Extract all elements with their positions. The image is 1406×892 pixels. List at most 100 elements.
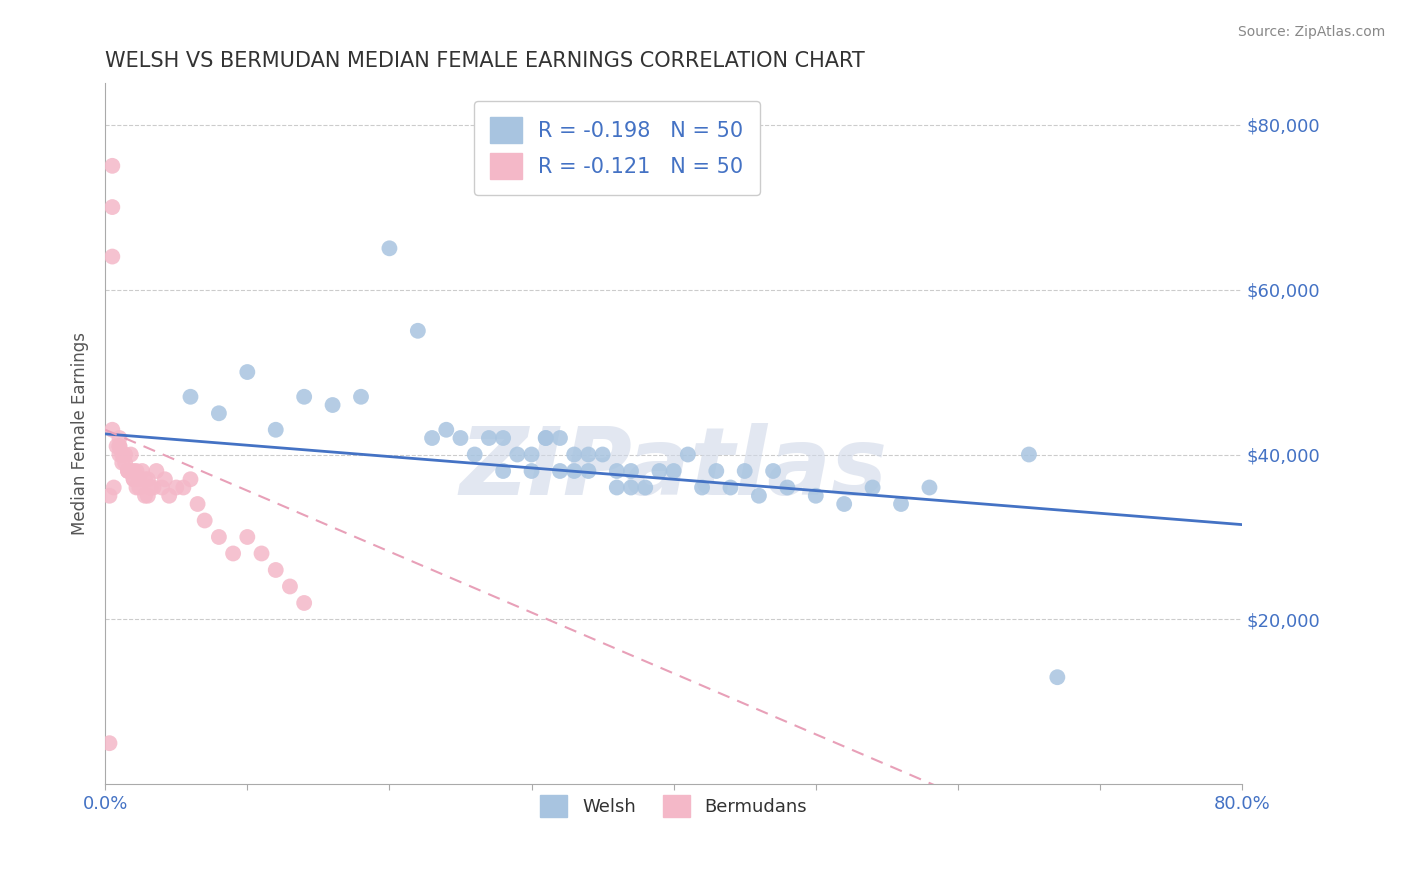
Point	[562, 448, 585, 462]
Point	[103, 481, 125, 495]
Text: WELSH VS BERMUDAN MEDIAN FEMALE EARNINGS CORRELATION CHART: WELSH VS BERMUDAN MEDIAN FEMALE EARNINGS…	[105, 51, 865, 70]
Point	[114, 448, 136, 462]
Point	[172, 481, 194, 495]
Point	[150, 481, 173, 495]
Point	[890, 497, 912, 511]
Point	[98, 489, 121, 503]
Point	[131, 464, 153, 478]
Text: ZIPatlas: ZIPatlas	[460, 423, 887, 515]
Point	[406, 324, 429, 338]
Point	[128, 481, 150, 495]
Point	[592, 448, 614, 462]
Point	[236, 365, 259, 379]
Point	[134, 489, 156, 503]
Point	[101, 250, 124, 264]
Point	[111, 448, 134, 462]
Point	[101, 423, 124, 437]
Point	[236, 530, 259, 544]
Point	[534, 431, 557, 445]
Point	[98, 736, 121, 750]
Point	[157, 489, 180, 503]
Point	[832, 497, 855, 511]
Point	[250, 546, 273, 560]
Point	[292, 390, 315, 404]
Legend: Welsh, Bermudans: Welsh, Bermudans	[533, 788, 814, 824]
Point	[125, 464, 148, 478]
Point	[120, 448, 142, 462]
Point	[734, 464, 756, 478]
Point	[142, 481, 165, 495]
Point	[662, 464, 685, 478]
Point	[145, 464, 167, 478]
Point	[122, 472, 145, 486]
Point	[117, 464, 139, 478]
Point	[125, 481, 148, 495]
Point	[136, 472, 159, 486]
Point	[748, 489, 770, 503]
Point	[506, 448, 529, 462]
Point	[179, 472, 201, 486]
Point	[222, 546, 245, 560]
Point	[634, 481, 657, 495]
Point	[1018, 448, 1040, 462]
Point	[139, 481, 162, 495]
Point	[111, 456, 134, 470]
Point	[648, 464, 671, 478]
Point	[122, 464, 145, 478]
Point	[187, 497, 209, 511]
Point	[576, 448, 599, 462]
Point	[620, 464, 643, 478]
Point	[690, 481, 713, 495]
Point	[862, 481, 884, 495]
Point	[108, 439, 131, 453]
Point	[562, 464, 585, 478]
Point	[676, 448, 699, 462]
Point	[620, 481, 643, 495]
Y-axis label: Median Female Earnings: Median Female Earnings	[72, 333, 89, 535]
Point	[120, 464, 142, 478]
Point	[208, 406, 231, 420]
Point	[122, 472, 145, 486]
Point	[464, 448, 486, 462]
Point	[1046, 670, 1069, 684]
Point	[101, 200, 124, 214]
Point	[720, 481, 742, 495]
Point	[434, 423, 457, 437]
Point	[101, 159, 124, 173]
Point	[420, 431, 443, 445]
Point	[264, 423, 287, 437]
Point	[105, 439, 128, 453]
Point	[776, 481, 799, 495]
Point	[606, 464, 628, 478]
Point	[165, 481, 187, 495]
Point	[918, 481, 941, 495]
Point	[114, 456, 136, 470]
Point	[548, 464, 571, 478]
Point	[208, 530, 231, 544]
Point	[108, 448, 131, 462]
Point	[762, 464, 785, 478]
Point	[108, 439, 131, 453]
Point	[450, 431, 472, 445]
Text: Source: ZipAtlas.com: Source: ZipAtlas.com	[1237, 25, 1385, 39]
Point	[548, 431, 571, 445]
Point	[704, 464, 727, 478]
Point	[264, 563, 287, 577]
Point	[534, 431, 557, 445]
Point	[278, 579, 301, 593]
Point	[492, 431, 515, 445]
Point	[136, 489, 159, 503]
Point	[322, 398, 344, 412]
Point	[576, 464, 599, 478]
Point	[128, 472, 150, 486]
Point	[153, 472, 176, 486]
Point	[478, 431, 501, 445]
Point	[134, 472, 156, 486]
Point	[179, 390, 201, 404]
Point	[520, 448, 543, 462]
Point	[492, 464, 515, 478]
Point	[520, 464, 543, 478]
Point	[117, 464, 139, 478]
Point	[804, 489, 827, 503]
Point	[194, 514, 217, 528]
